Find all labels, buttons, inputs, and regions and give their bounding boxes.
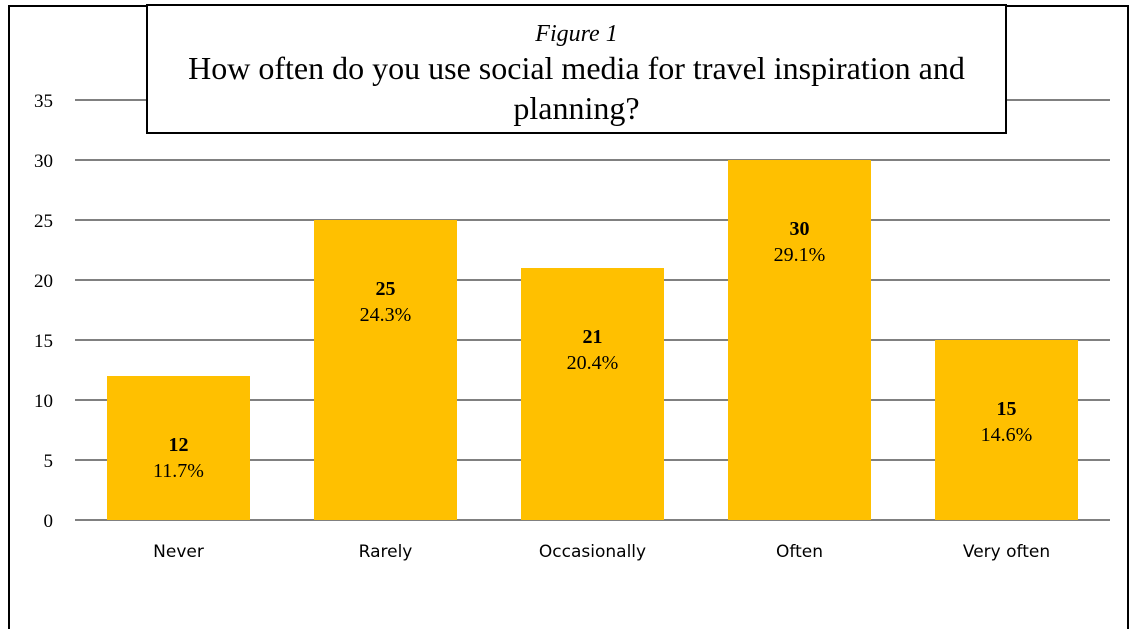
figure-label: Figure 1 — [535, 21, 618, 47]
bar-percent-label: 20.4% — [567, 352, 619, 374]
y-tick-label: 20 — [34, 271, 53, 292]
data-labels: 12 11.7% 25 24.3% 21 20.4% 30 29.1% 15 14.6% — [153, 218, 1032, 482]
bar-percent-label: 14.6% — [981, 424, 1033, 446]
bar-value-label: 30 — [790, 218, 810, 240]
bar-percent-label: 11.7% — [153, 460, 204, 482]
bars — [107, 160, 1078, 520]
bar — [107, 376, 250, 520]
y-tick-label: 25 — [34, 211, 53, 232]
bar — [521, 268, 664, 520]
y-tick-label: 0 — [44, 511, 54, 532]
x-axis-ticks: Never Rarely Occasionally Often Very often — [153, 542, 1050, 562]
bar — [935, 340, 1078, 520]
bar — [728, 160, 871, 520]
bar-value-label: 12 — [169, 434, 189, 456]
chart-title: How often do you use social media for tr… — [188, 50, 965, 126]
bar-percent-label: 24.3% — [360, 304, 412, 326]
y-tick-label: 35 — [34, 91, 53, 112]
bar-value-label: 25 — [376, 278, 396, 300]
bar-value-label: 21 — [583, 326, 603, 348]
y-tick-label: 30 — [34, 151, 53, 172]
y-tick-label: 10 — [34, 391, 53, 412]
bar-percent-label: 29.1% — [774, 244, 826, 266]
y-axis-ticks: 0 5 10 15 20 25 30 35 — [34, 91, 53, 532]
bar-value-label: 15 — [997, 398, 1017, 420]
bar — [314, 220, 457, 520]
x-tick-label: Very often — [963, 542, 1050, 562]
x-tick-label: Rarely — [359, 542, 413, 562]
x-tick-label: Never — [153, 542, 204, 562]
x-tick-label: Often — [776, 542, 823, 562]
y-tick-label: 5 — [44, 451, 54, 472]
x-tick-label: Occasionally — [539, 542, 646, 562]
y-tick-label: 15 — [34, 331, 53, 352]
chart-title-box: Figure 1 How often do you use social med… — [146, 4, 1007, 134]
